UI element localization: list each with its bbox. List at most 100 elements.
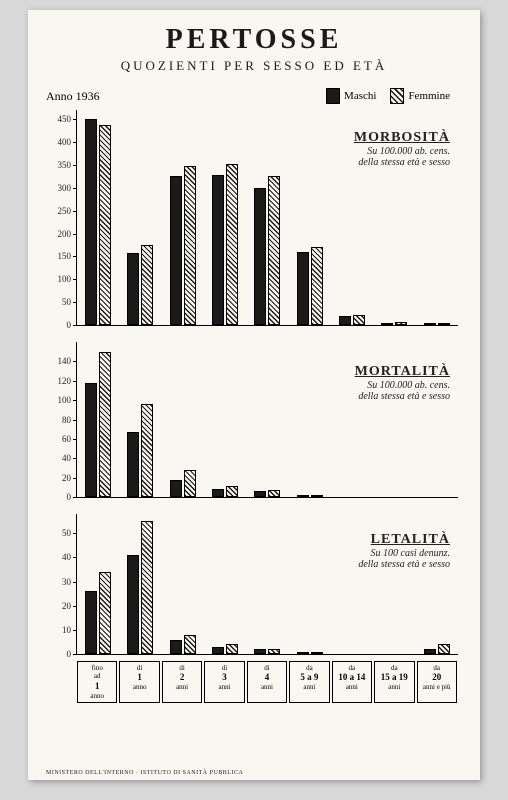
legend-male-label: Maschi (344, 90, 376, 102)
bar-male (85, 591, 97, 654)
y-axis: 050100150200250300350400450 (43, 110, 73, 325)
bar-group (77, 514, 119, 654)
bar-female (268, 176, 280, 325)
section-title-letalita: LETALITÀSu 100 casi denunz.della stessa … (358, 532, 450, 570)
x-category-label: da10 a 14anni (332, 661, 372, 703)
header-row: Anno 1936 Maschi Femmine (46, 88, 450, 104)
legend-female-label: Femmine (408, 90, 450, 102)
bar-male (297, 495, 309, 497)
bar-male (170, 480, 182, 497)
bar-female (311, 247, 323, 325)
y-tick-label: 100 (58, 395, 72, 405)
bar-female (353, 315, 365, 325)
bar-female (184, 166, 196, 325)
bar-male (254, 649, 266, 654)
swatch-male-icon (326, 88, 340, 104)
bar-male (127, 555, 139, 654)
y-tick-label: 50 (62, 297, 71, 307)
bar-female (99, 572, 111, 654)
bar-female (184, 635, 196, 654)
section-sub1: Su 100 casi denunz. (358, 548, 450, 559)
bar-female (311, 652, 323, 654)
bar-male (85, 383, 97, 497)
section-title-mortalita: MORTALITÀSu 100.000 ab. cens.della stess… (355, 364, 450, 402)
y-tick-label: 400 (58, 137, 72, 147)
bar-group (246, 342, 288, 497)
bar-female (226, 644, 238, 654)
bar-female (99, 352, 111, 497)
y-tick-label: 450 (58, 114, 72, 124)
x-category-label: finoad1anno (77, 661, 117, 703)
bar-group (119, 514, 161, 654)
bar-group (77, 342, 119, 497)
y-tick-label: 200 (58, 229, 72, 239)
paper: PERTOSSE QUOZIENTI PER SESSO ED ETÀ Anno… (28, 10, 480, 780)
y-tick-label: 250 (58, 206, 72, 216)
bar-male (212, 489, 224, 497)
bar-female (141, 245, 153, 325)
bar-female (438, 644, 450, 654)
x-axis-labels: finoad1annodi1annodi2annidi3annidi4annid… (76, 661, 458, 703)
bar-female (226, 164, 238, 325)
bar-male (297, 652, 309, 654)
y-tick-label: 50 (62, 528, 71, 538)
y-tick-label: 40 (62, 453, 71, 463)
bar-group (204, 110, 246, 325)
y-axis: 020406080100120140 (43, 342, 73, 497)
legend-male: Maschi (326, 88, 376, 104)
section-sub2: della stessa età e sesso (355, 391, 450, 402)
bar-group (162, 110, 204, 325)
bar-female (184, 470, 196, 497)
bar-male (127, 253, 139, 325)
bar-female (141, 521, 153, 654)
bar-male (212, 647, 224, 654)
bar-female (395, 322, 407, 325)
bar-group (246, 110, 288, 325)
y-tick-label: 20 (62, 601, 71, 611)
y-tick (73, 497, 77, 498)
x-category-label: da15 a 19anni (374, 661, 414, 703)
bar-male (170, 640, 182, 654)
y-tick-label: 0 (67, 320, 72, 330)
y-tick-label: 120 (58, 376, 72, 386)
bar-female (226, 486, 238, 497)
section-title-morbosita: MORBOSITÀSu 100.000 ab. cens.della stess… (354, 130, 450, 168)
bar-group (204, 342, 246, 497)
bar-male (381, 323, 393, 325)
x-category-label: di3anni (204, 661, 244, 703)
x-category-label: da20anni e più (417, 661, 457, 703)
footer-credit: MINISTERO DELL'INTERNO · ISTITUTO DI SAN… (46, 770, 243, 776)
bar-female (268, 649, 280, 654)
y-tick-label: 40 (62, 552, 71, 562)
legend: Maschi Femmine (326, 88, 450, 104)
y-tick-label: 140 (58, 356, 72, 366)
bar-male (127, 432, 139, 497)
bar-female (141, 404, 153, 497)
bar-male (254, 491, 266, 497)
bar-female (268, 490, 280, 497)
y-tick-label: 0 (67, 649, 72, 659)
y-tick-label: 60 (62, 434, 71, 444)
bar-group (289, 110, 331, 325)
bar-group (119, 110, 161, 325)
y-tick-label: 350 (58, 160, 72, 170)
bar-group (246, 514, 288, 654)
bar-female (438, 323, 450, 325)
y-tick (73, 325, 77, 326)
x-category-label: di2anni (162, 661, 202, 703)
bar-group (204, 514, 246, 654)
bar-group (289, 342, 331, 497)
chart-letalita: 01020304050LETALITÀSu 100 casi denunz.de… (76, 514, 458, 655)
y-tick (73, 654, 77, 655)
y-tick-label: 30 (62, 577, 71, 587)
y-tick-label: 80 (62, 415, 71, 425)
bar-male (85, 119, 97, 325)
bar-group (77, 110, 119, 325)
subtitle: QUOZIENTI PER SESSO ED ETÀ (28, 58, 480, 74)
bar-male (339, 316, 351, 325)
y-axis: 01020304050 (43, 514, 73, 654)
bar-male (297, 252, 309, 325)
section-heading: MORBOSITÀ (354, 130, 450, 146)
swatch-female-icon (390, 88, 404, 104)
bar-male (170, 176, 182, 325)
